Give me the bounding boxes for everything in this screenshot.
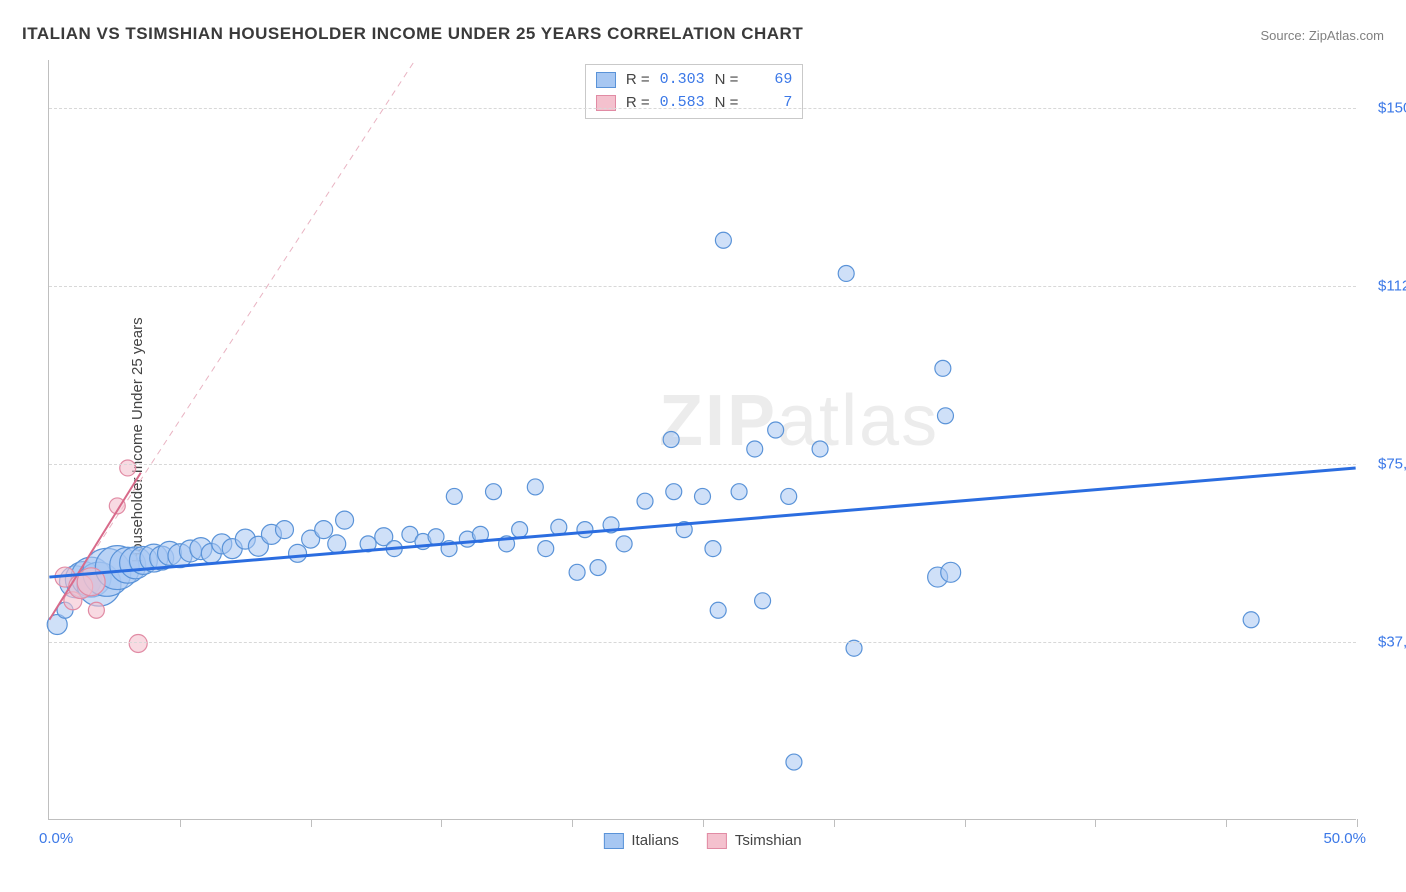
x-tick [1095, 819, 1096, 827]
data-point [666, 484, 682, 500]
gridline [49, 464, 1356, 465]
x-tick [1357, 819, 1358, 827]
data-point [336, 511, 354, 529]
plot-area: Householder Income Under 25 years 0.0% 5… [48, 60, 1356, 820]
data-point [755, 593, 771, 609]
data-point [715, 232, 731, 248]
data-point [486, 484, 502, 500]
data-point [937, 408, 953, 424]
data-point [276, 521, 294, 539]
trend-line [49, 468, 1355, 577]
legend-swatch-tsimshian [707, 833, 727, 849]
y-tick-label: $37,500 [1360, 633, 1406, 650]
data-point [695, 488, 711, 504]
data-point [527, 479, 543, 495]
legend-label: Tsimshian [735, 832, 802, 849]
trend-line [49, 60, 415, 620]
data-point [446, 488, 462, 504]
data-point [941, 562, 961, 582]
data-point [88, 602, 104, 618]
data-point [538, 541, 554, 557]
data-point [935, 360, 951, 376]
data-point [129, 634, 147, 652]
x-axis-min-label: 0.0% [39, 830, 73, 847]
legend-item-tsimshian: Tsimshian [707, 832, 802, 849]
data-point [705, 541, 721, 557]
data-point [731, 484, 747, 500]
data-point [569, 564, 585, 580]
data-point [616, 536, 632, 552]
x-tick [1226, 819, 1227, 827]
data-point [768, 422, 784, 438]
x-tick [441, 819, 442, 827]
data-point [289, 544, 307, 562]
data-point [663, 432, 679, 448]
source-label: Source: ZipAtlas.com [1260, 28, 1384, 43]
data-point [1243, 612, 1259, 628]
legend-swatch-italians [603, 833, 623, 849]
x-tick [965, 819, 966, 827]
legend-item-italians: Italians [603, 832, 679, 849]
data-point [710, 602, 726, 618]
y-tick-label: $150,000 [1360, 99, 1406, 116]
data-point [637, 493, 653, 509]
gridline [49, 286, 1356, 287]
y-tick-label: $112,500 [1360, 277, 1406, 294]
data-point [428, 529, 444, 545]
chart-svg [49, 60, 1356, 819]
chart-title: ITALIAN VS TSIMSHIAN HOUSEHOLDER INCOME … [22, 24, 803, 44]
data-point [781, 488, 797, 504]
gridline [49, 108, 1356, 109]
legend: Italians Tsimshian [603, 832, 801, 849]
data-point [590, 560, 606, 576]
x-tick [834, 819, 835, 827]
data-point [577, 522, 593, 538]
x-axis-max-label: 50.0% [1323, 830, 1366, 847]
x-tick [180, 819, 181, 827]
legend-label: Italians [631, 832, 679, 849]
data-point [328, 535, 346, 553]
x-tick [572, 819, 573, 827]
gridline [49, 642, 1356, 643]
data-point [812, 441, 828, 457]
data-point [120, 460, 136, 476]
data-point [315, 521, 333, 539]
data-point [512, 522, 528, 538]
x-tick [703, 819, 704, 827]
data-point [786, 754, 802, 770]
data-point [838, 265, 854, 281]
data-point [747, 441, 763, 457]
x-tick [311, 819, 312, 827]
y-tick-label: $75,000 [1360, 455, 1406, 472]
